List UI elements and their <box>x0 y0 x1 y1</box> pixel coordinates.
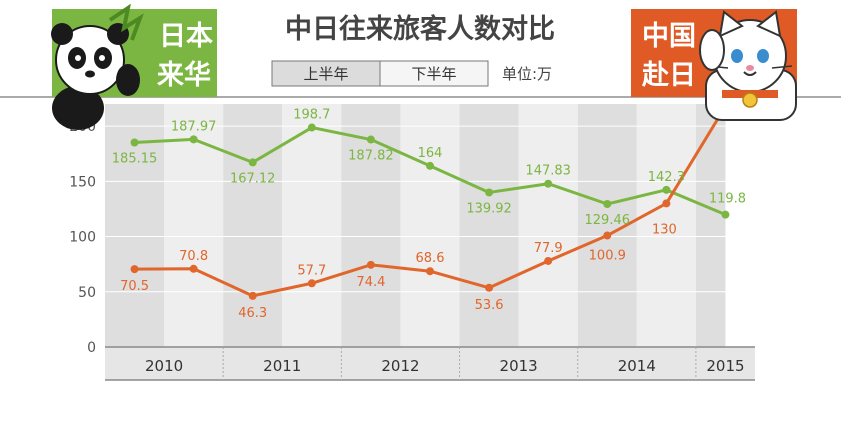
data-label-orange: 57.7 <box>297 263 326 278</box>
year-band-first <box>695 104 726 347</box>
data-point-orange <box>366 260 375 269</box>
data-point-green <box>662 185 671 194</box>
data-point-green <box>485 188 494 197</box>
data-point-orange <box>426 267 434 276</box>
grid-lines <box>105 125 755 293</box>
data-label-green: 164 <box>418 146 443 161</box>
data-label-orange: 77.9 <box>534 241 563 256</box>
series-layer <box>130 102 730 300</box>
left-badge-line1: 日本 <box>159 21 213 52</box>
data-label-orange: 46.3 <box>238 306 267 321</box>
y-axis: 050100150200 <box>69 119 96 356</box>
year-band-first <box>223 104 283 347</box>
data-point-orange <box>189 264 198 273</box>
plot-bands <box>105 104 726 347</box>
legend-first-half: 上半年 <box>303 65 348 83</box>
right-badge-line1: 中国 <box>642 21 696 52</box>
data-point-orange <box>307 279 316 288</box>
x-tick-label: 2013 <box>500 357 538 375</box>
x-tick-label: 2015 <box>706 357 744 375</box>
data-point-orange <box>603 231 612 240</box>
data-point-orange <box>662 199 671 208</box>
lucky-cat-icon <box>699 10 797 121</box>
y-tick-label: 150 <box>69 174 96 190</box>
data-label-orange: 68.6 <box>416 251 445 266</box>
year-band-second <box>164 104 224 347</box>
data-point-orange <box>485 283 494 292</box>
data-point-green <box>248 158 257 167</box>
data-point-green <box>366 135 375 144</box>
x-tick-label: 2012 <box>381 357 419 375</box>
x-tick-label: 2014 <box>618 357 656 375</box>
data-label-green: 129.46 <box>585 213 631 228</box>
year-band-second <box>282 104 342 347</box>
year-band-second <box>636 104 696 347</box>
data-label-green: 185.15 <box>112 151 158 166</box>
x-axis-band <box>105 347 755 380</box>
panda-icon <box>51 3 144 130</box>
data-label-green: 187.97 <box>171 119 217 134</box>
y-tick-label: 0 <box>87 340 96 356</box>
unit-label: 单位:万 <box>502 65 552 83</box>
year-band-first <box>341 104 401 347</box>
data-label-green: 167.12 <box>230 171 276 186</box>
data-label-green: 147.83 <box>525 164 571 179</box>
data-label-green: 139.92 <box>466 201 512 216</box>
data-label-orange: 53.6 <box>475 298 504 313</box>
chart-title: 中日往来旅客人数对比 <box>285 13 555 45</box>
left-badge: 日本 来华 <box>51 3 217 130</box>
right-badge: 中国 赴日 <box>631 9 797 121</box>
data-label-green: 142.3 <box>648 170 685 185</box>
data-label-green: 187.82 <box>348 149 394 164</box>
data-label-green: 119.8 <box>709 192 746 207</box>
year-band-first <box>459 104 519 347</box>
data-point-green <box>189 135 198 144</box>
data-point-orange <box>130 265 139 274</box>
data-label-orange: 74.4 <box>356 275 385 290</box>
year-band-second <box>518 104 578 347</box>
data-label-green: 198.7 <box>293 108 330 123</box>
data-label-orange: 100.9 <box>589 249 626 264</box>
data-point-green <box>130 138 139 147</box>
x-axis: 2010 2011 2012 2013 2014 2015 <box>105 346 755 381</box>
year-band-second <box>400 104 460 347</box>
right-badge-line2: 赴日 <box>641 60 696 91</box>
data-point-green <box>307 123 316 132</box>
data-point-orange <box>248 291 257 300</box>
data-point-green <box>721 210 730 219</box>
left-badge-line2: 来华 <box>157 59 211 91</box>
data-label-orange: 130 <box>652 222 677 237</box>
data-label-orange: 70.5 <box>120 279 149 294</box>
data-label-orange: 70.8 <box>179 249 208 264</box>
legend: 上半年 下半年 单位:万 <box>271 60 552 87</box>
legend-first-half-box <box>271 60 381 87</box>
data-point-orange <box>544 256 553 265</box>
legend-second-half-box <box>379 60 489 87</box>
data-point-green <box>603 200 612 209</box>
legend-second-half: 下半年 <box>411 65 456 83</box>
data-point-green <box>426 161 434 170</box>
y-tick-label: 50 <box>78 285 96 301</box>
x-tick-label: 2010 <box>145 357 183 375</box>
y-tick-label: 100 <box>69 230 96 246</box>
data-point-green <box>544 179 553 188</box>
x-tick-label: 2011 <box>263 357 301 375</box>
